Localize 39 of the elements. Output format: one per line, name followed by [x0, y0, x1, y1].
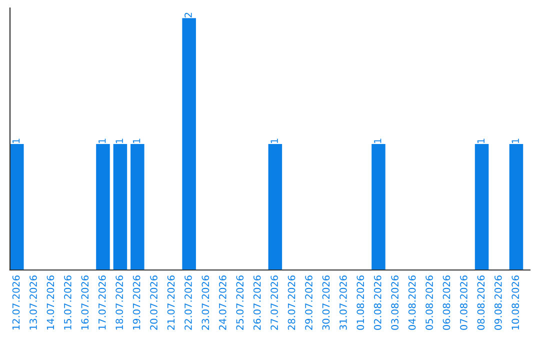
- data-label: 2: [184, 12, 192, 18]
- x-tick-label: 01.08.2026: [356, 275, 364, 330]
- data-label: 1: [477, 138, 484, 143]
- data-label: 1: [12, 138, 20, 143]
- x-tick-label: 09.08.2026: [494, 275, 502, 330]
- x-tick-label: 16.07.2026: [81, 275, 89, 330]
- x-tick-label: 02.08.2026: [374, 275, 382, 330]
- x-tick-label: 27.07.2026: [270, 275, 278, 330]
- x-tick-label: 21.07.2026: [167, 275, 175, 330]
- x-tick-label: 15.07.2026: [64, 275, 72, 330]
- x-tick-label: 04.08.2026: [408, 275, 416, 330]
- x-tick-label: 29.07.2026: [305, 275, 312, 330]
- x-tick-label: 30.07.2026: [322, 275, 330, 330]
- x-tick-label: 06.08.2026: [442, 275, 450, 330]
- data-label: 1: [98, 138, 106, 143]
- x-tick-label: 25.07.2026: [236, 275, 244, 330]
- x-tick-label: 12.07.2026: [12, 275, 20, 330]
- x-tick-label: 08.08.2026: [477, 275, 485, 330]
- x-tick-label: 31.07.2026: [340, 275, 347, 330]
- x-tick-label: 23.07.2026: [202, 275, 210, 330]
- x-tick-label: 22.07.2026: [184, 275, 192, 330]
- x-tick-label: 20.07.2026: [150, 275, 158, 330]
- x-tick-label: 14.07.2026: [46, 275, 54, 330]
- data-label: 1: [133, 138, 140, 143]
- data-label: 1: [512, 138, 519, 143]
- x-tick-label: 13.07.2026: [30, 275, 37, 330]
- x-tick-label: 10.08.2026: [512, 275, 520, 330]
- data-label: 1: [270, 138, 278, 143]
- x-tick-label: 03.08.2026: [391, 275, 399, 330]
- data-label: 1: [116, 138, 123, 143]
- x-tick-label: 19.07.2026: [132, 275, 140, 330]
- x-tick-label: 18.07.2026: [116, 275, 124, 330]
- x-tick-label: 17.07.2026: [98, 275, 106, 330]
- x-tick-label: 28.07.2026: [288, 275, 296, 330]
- x-tick-label: 26.07.2026: [253, 275, 261, 330]
- data-label: 1: [374, 138, 382, 143]
- x-tick-label: 24.07.2026: [218, 275, 226, 330]
- x-tick-label: 05.08.2026: [426, 275, 433, 330]
- x-tick-label: 07.08.2026: [460, 275, 468, 330]
